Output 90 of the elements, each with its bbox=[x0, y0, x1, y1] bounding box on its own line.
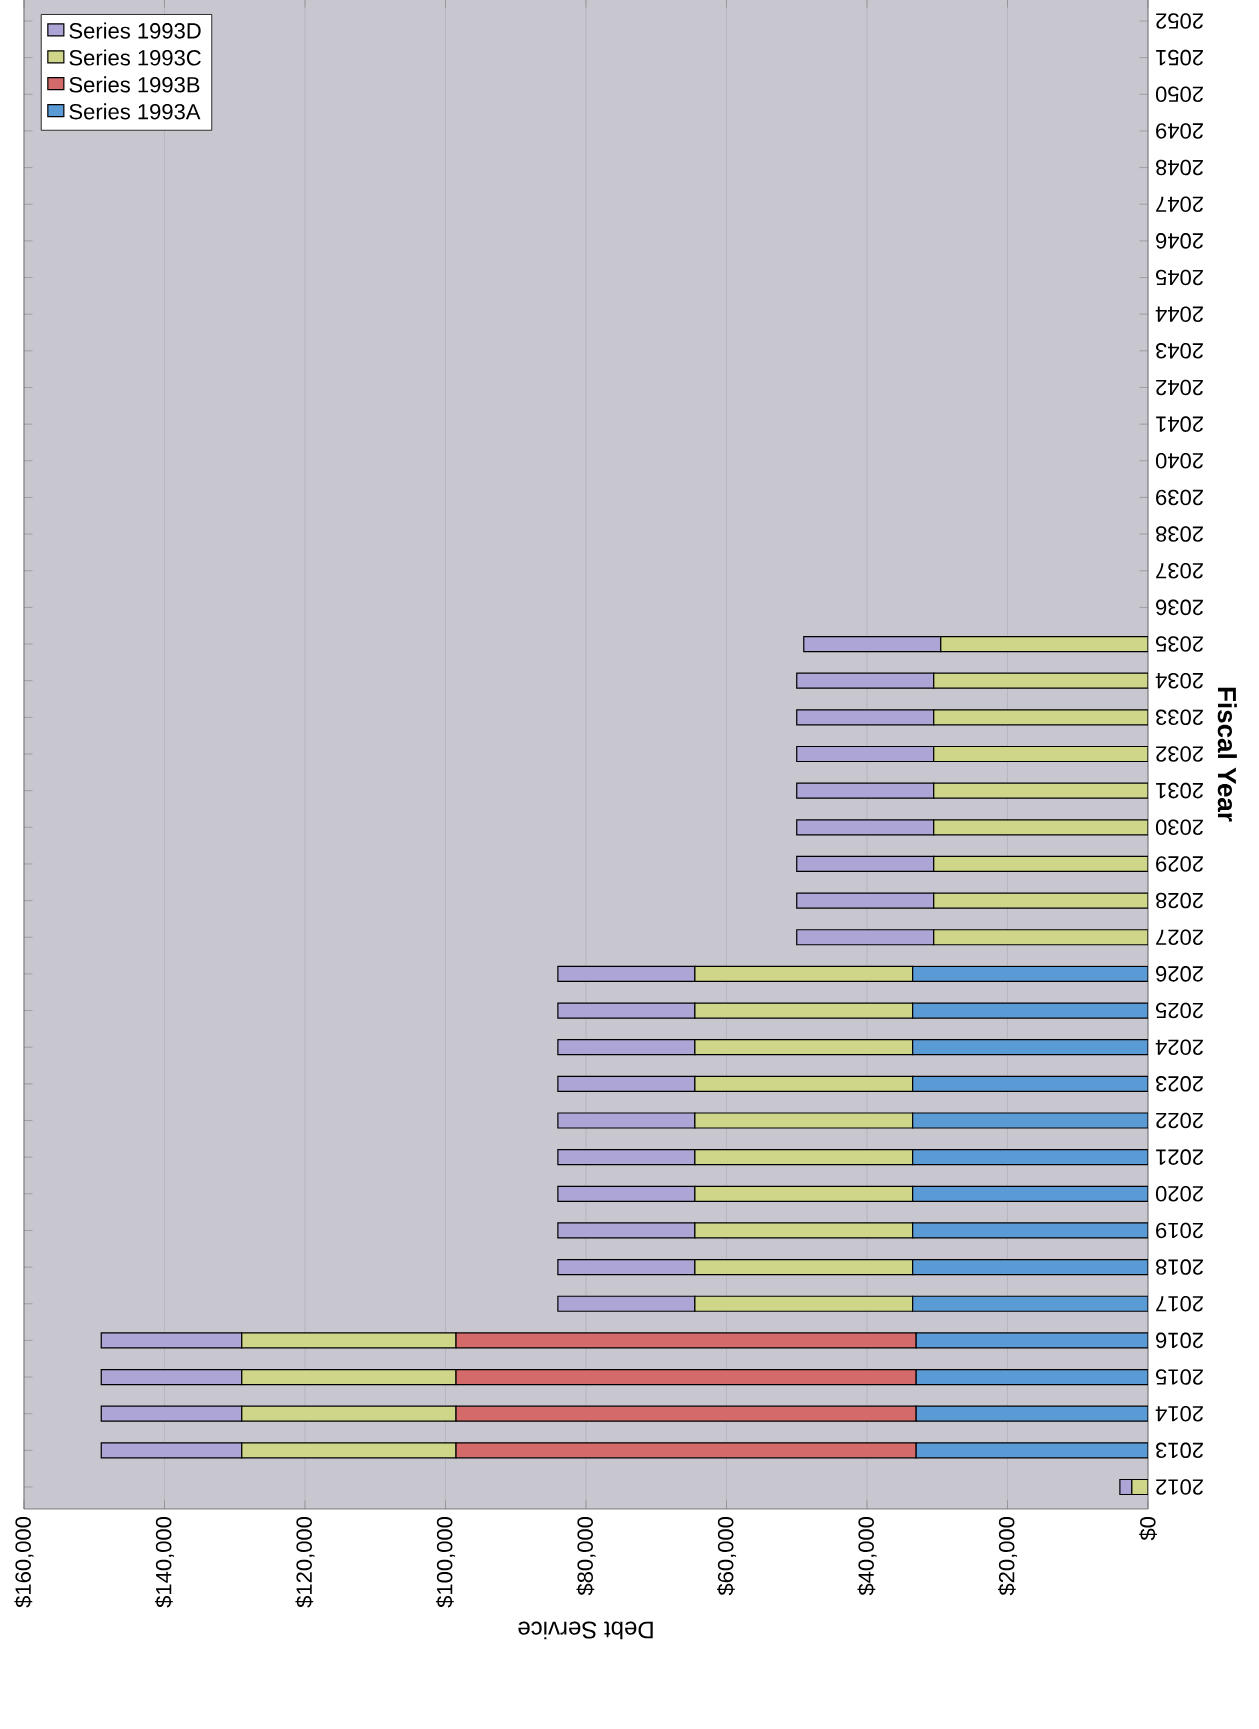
y-tick-label: 2025 bbox=[1156, 1002, 1203, 1019]
y-tick-label: 2030 bbox=[1155, 819, 1203, 836]
bar bbox=[796, 855, 935, 873]
y-tick-label: 2019 bbox=[1156, 1222, 1203, 1239]
bar bbox=[557, 1002, 696, 1019]
y-tick-label: 2018 bbox=[1156, 1259, 1203, 1275]
bar bbox=[796, 929, 935, 946]
y-tick-label: 2023 bbox=[1156, 1076, 1203, 1092]
x-tick-label: $120,000 bbox=[295, 1516, 315, 1608]
bar bbox=[933, 819, 1148, 836]
y-tick-label: 2027 bbox=[1156, 929, 1203, 946]
bar bbox=[933, 929, 1148, 946]
y-tick-label: 2051 bbox=[1156, 49, 1203, 66]
y-tick-label: 2016 bbox=[1156, 1332, 1203, 1349]
y-tick-label: 2033 bbox=[1156, 709, 1203, 726]
y-tick-label: 2013 bbox=[1156, 1442, 1203, 1459]
bar bbox=[557, 1295, 696, 1312]
y-tick-label: 2039 bbox=[1156, 489, 1203, 506]
bar bbox=[933, 855, 1148, 873]
bar bbox=[796, 892, 935, 909]
y-tick-label: 2015 bbox=[1156, 1369, 1203, 1385]
y-tick-label: 2028 bbox=[1156, 892, 1203, 909]
bar bbox=[694, 1039, 914, 1056]
y-tick-label: 2049 bbox=[1156, 123, 1203, 139]
bar bbox=[557, 1039, 696, 1056]
legend-label: Series 1993D bbox=[69, 22, 201, 39]
bar bbox=[241, 1368, 457, 1386]
y-tick-label: 2035 bbox=[1156, 636, 1203, 652]
x-tick-label: $60,000 bbox=[716, 1516, 737, 1596]
bar bbox=[557, 1075, 696, 1092]
x-tick-label: $140,000 bbox=[154, 1516, 175, 1608]
bar bbox=[694, 1149, 914, 1166]
bar bbox=[933, 672, 1148, 689]
bar bbox=[557, 965, 696, 982]
bar bbox=[557, 1222, 696, 1239]
bar bbox=[796, 672, 935, 689]
y-tick-label: 2044 bbox=[1155, 306, 1203, 322]
bar bbox=[796, 782, 935, 799]
y-tick-label: 2042 bbox=[1156, 379, 1203, 396]
bar bbox=[694, 1259, 914, 1276]
x-tick-label: $20,000 bbox=[997, 1516, 1018, 1596]
bar bbox=[796, 709, 935, 726]
legend-label: Series 1993B bbox=[69, 76, 200, 93]
y-tick-label: 2040 bbox=[1155, 452, 1203, 469]
bar bbox=[557, 1149, 696, 1166]
y-tick-label: 2048 bbox=[1156, 159, 1203, 176]
bar bbox=[933, 709, 1148, 726]
x-tick-label: $100,000 bbox=[435, 1516, 456, 1608]
y-tick-label: 2038 bbox=[1156, 526, 1203, 542]
x-tick-label: $80,000 bbox=[576, 1516, 596, 1596]
legend-label: Series 1993C bbox=[69, 49, 201, 66]
x-axis-title: Debt Service bbox=[518, 1621, 653, 1640]
y-tick-label: 2026 bbox=[1156, 966, 1203, 982]
y-tick-label: 2032 bbox=[1156, 746, 1203, 762]
bar bbox=[557, 1112, 696, 1129]
y-tick-label: 2046 bbox=[1156, 233, 1203, 249]
bar bbox=[241, 1405, 457, 1422]
bar bbox=[694, 1295, 914, 1312]
y-tick-label: 2014 bbox=[1155, 1405, 1203, 1422]
bar bbox=[940, 635, 1148, 653]
bar bbox=[557, 1185, 696, 1202]
y-tick-label: 2024 bbox=[1155, 1039, 1203, 1055]
x-tick-label: $160,000 bbox=[14, 1516, 34, 1608]
y-tick-label: 2021 bbox=[1156, 1149, 1203, 1165]
bar bbox=[933, 745, 1148, 763]
y-tick-label: 2050 bbox=[1155, 86, 1203, 103]
y-tick-label: 2020 bbox=[1155, 1186, 1203, 1202]
y-axis-title: Fiscal Year bbox=[1217, 687, 1237, 822]
bar bbox=[796, 745, 935, 763]
bar bbox=[557, 1259, 696, 1276]
y-tick-label: 2037 bbox=[1156, 562, 1203, 579]
y-tick-label: 2012 bbox=[1156, 1479, 1203, 1495]
legend-label: Series 1993A bbox=[69, 103, 201, 120]
y-tick-label: 2029 bbox=[1156, 856, 1203, 872]
bar bbox=[694, 1075, 914, 1092]
y-tick-label: 2031 bbox=[1156, 782, 1203, 799]
y-tick-label: 2047 bbox=[1156, 196, 1203, 212]
bar bbox=[694, 1185, 914, 1202]
y-tick-label: 2034 bbox=[1155, 672, 1203, 689]
y-tick-label: 2022 bbox=[1156, 1112, 1203, 1129]
y-tick-label: 2036 bbox=[1156, 599, 1203, 616]
y-tick-label: 2052 bbox=[1156, 13, 1203, 29]
x-tick-label: $0 bbox=[1139, 1516, 1157, 1541]
y-tick-label: 2045 bbox=[1156, 269, 1203, 286]
y-tick-label: 2017 bbox=[1156, 1295, 1203, 1312]
bar bbox=[694, 965, 914, 982]
y-tick-label: 2043 bbox=[1156, 343, 1203, 359]
x-tick-label: $40,000 bbox=[857, 1516, 877, 1596]
y-tick-label: 2041 bbox=[1156, 416, 1203, 432]
bar bbox=[796, 819, 935, 836]
